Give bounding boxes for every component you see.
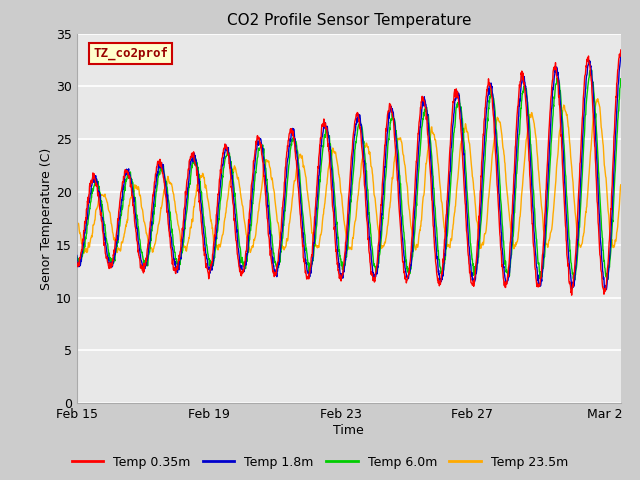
Legend: Temp 0.35m, Temp 1.8m, Temp 6.0m, Temp 23.5m: Temp 0.35m, Temp 1.8m, Temp 6.0m, Temp 2… xyxy=(67,451,573,474)
Text: TZ_co2prof: TZ_co2prof xyxy=(93,47,168,60)
Y-axis label: Senor Temperature (C): Senor Temperature (C) xyxy=(40,147,53,289)
X-axis label: Time: Time xyxy=(333,424,364,437)
Title: CO2 Profile Sensor Temperature: CO2 Profile Sensor Temperature xyxy=(227,13,471,28)
